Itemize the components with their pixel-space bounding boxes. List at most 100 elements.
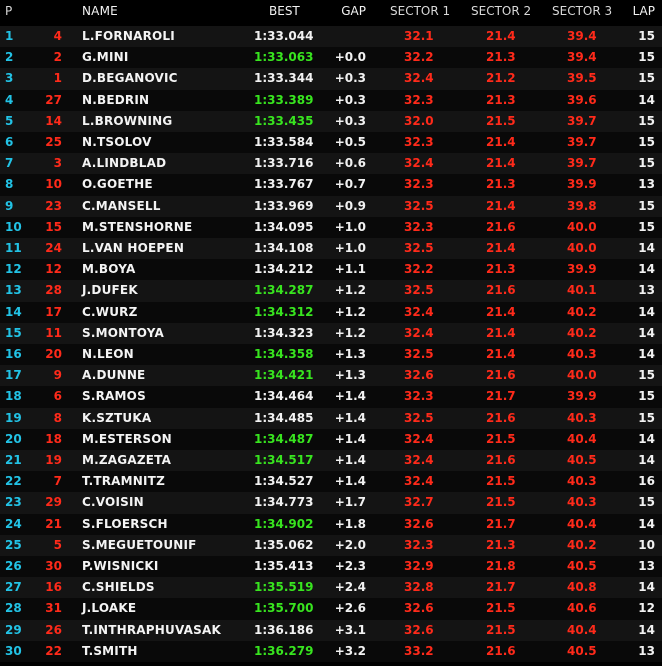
table-row[interactable]: 4 27 N.BEDRIN 1:33.389 +0.3 32.3 21.3 39.6 14 <box>0 89 662 111</box>
sector-1-cell: 32.4 <box>404 156 434 171</box>
sector-2-cell: 21.4 <box>486 347 516 361</box>
sector-2-cell: 21.4 <box>486 304 516 319</box>
sector-3-cell: 40.0 <box>567 241 597 255</box>
car-number-cell: 21 <box>45 516 62 531</box>
sector-1-cell: 32.2 <box>404 50 434 65</box>
table-row[interactable]: 2 2 G.MINI 1:33.063 +0.0 32.2 21.3 39.4 15 <box>0 47 662 69</box>
position-cell: 13 <box>5 283 22 298</box>
car-number-cell: 16 <box>45 580 62 595</box>
table-row[interactable]: 7 3 A.LINDBLAD 1:33.716 +0.6 32.4 21.4 39.7 15 <box>0 153 662 175</box>
position-cell: 9 <box>5 198 14 213</box>
sector-1-cell: 32.3 <box>404 92 434 107</box>
car-number-cell: 12 <box>45 262 62 277</box>
position-cell: 5 <box>5 113 14 128</box>
car-number-cell: 5 <box>53 537 62 552</box>
sector-3-cell: 40.8 <box>567 580 597 595</box>
table-row[interactable]: 14 17 C.WURZ 1:34.312 +1.2 32.4 21.4 40.2 14 <box>0 301 662 323</box>
position-cell: 14 <box>5 304 22 319</box>
driver-name-cell: M.BOYA <box>82 262 136 277</box>
best-lap-cell: 1:34.358 <box>254 347 314 361</box>
position-cell: 8 <box>5 177 14 192</box>
best-lap-cell: 1:34.527 <box>254 474 314 489</box>
car-number-cell: 26 <box>45 622 62 637</box>
table-row[interactable]: 1 4 L.FORNAROLI 1:33.044 32.1 21.4 39.4 15 <box>0 26 662 48</box>
lap-cell: 14 <box>638 92 655 107</box>
position-cell: 7 <box>5 156 14 171</box>
header-gap: GAP <box>341 4 366 18</box>
sector-1-cell: 32.4 <box>404 431 434 446</box>
sector-1-cell: 32.4 <box>404 304 434 319</box>
position-cell: 30 <box>5 643 22 658</box>
table-row[interactable]: 9 23 C.MANSELL 1:33.969 +0.9 32.5 21.4 39.8 15 <box>0 195 662 217</box>
table-row[interactable]: 3 1 D.BEGANOVIC 1:33.344 +0.3 32.4 21.2 39.5 15 <box>0 68 662 90</box>
position-cell: 23 <box>5 495 22 510</box>
lap-cell: 13 <box>638 177 655 192</box>
table-row[interactable]: 22 7 T.TRAMNITZ 1:34.527 +1.4 32.4 21.5 40.3 16 <box>0 471 662 493</box>
table-row[interactable]: 8 10 O.GOETHE 1:33.767 +0.7 32.3 21.3 39.9 13 <box>0 174 662 196</box>
table-row[interactable]: 24 21 S.FLOERSCH 1:34.902 +1.8 32.6 21.7 40.4 14 <box>0 513 662 535</box>
position-cell: 21 <box>5 453 22 467</box>
sector-3-cell: 40.5 <box>567 643 597 658</box>
car-number-cell: 2 <box>53 50 62 65</box>
table-row[interactable]: 15 11 S.MONTOYA 1:34.323 +1.2 32.4 21.4 40.2 14 <box>0 322 662 344</box>
header-sector-3: SECTOR 3 <box>552 4 613 18</box>
table-row[interactable]: 21 19 M.ZAGAZETA 1:34.517 +1.4 32.4 21.6 40.5 14 <box>0 450 662 472</box>
table-row[interactable]: 17 9 A.DUNNE 1:34.421 +1.3 32.6 21.6 40.0 15 <box>0 365 662 387</box>
sector-2-cell: 21.4 <box>486 241 516 255</box>
car-number-cell: 27 <box>45 92 62 107</box>
table-row[interactable]: 29 26 T.INTHRAPHUVASAK 1:36.186 +3.1 32.6 21.5… <box>0 619 662 641</box>
best-lap-cell: 1:33.435 <box>254 113 314 128</box>
driver-name-cell: S.MEGUETOUNIF <box>82 537 197 552</box>
position-cell: 27 <box>5 580 22 595</box>
best-lap-cell: 1:34.287 <box>254 283 314 298</box>
position-cell: 20 <box>5 431 22 446</box>
sector-3-cell: 40.5 <box>567 559 597 573</box>
car-number-cell: 28 <box>45 283 62 298</box>
table-row[interactable]: 25 5 S.MEGUETOUNIF 1:35.062 +2.0 32.3 21.3 40.2… <box>0 534 662 556</box>
table-row[interactable]: 6 25 N.TSOLOV 1:33.584 +0.5 32.3 21.4 39.7 15 <box>0 132 662 154</box>
position-cell: 16 <box>5 347 22 361</box>
gap-cell: +1.7 <box>334 495 366 510</box>
sector-1-cell: 32.5 <box>404 283 434 298</box>
table-row[interactable]: 18 6 S.RAMOS 1:34.464 +1.4 32.3 21.7 39.9 15 <box>0 386 662 408</box>
table-row[interactable]: 28 31 J.LOAKE 1:35.700 +2.6 32.6 21.5 40.6 12 <box>0 598 662 620</box>
sector-2-cell: 21.4 <box>486 198 516 213</box>
driver-name-cell: C.WURZ <box>82 304 138 319</box>
gap-cell: +0.6 <box>334 156 366 171</box>
table-row[interactable]: 11 24 L.VAN HOEPEN 1:34.108 +1.0 32.5 21.4 40.0… <box>0 238 662 260</box>
driver-name-cell: N.TSOLOV <box>82 135 152 149</box>
car-number-cell: 19 <box>45 453 62 467</box>
table-row[interactable]: 23 29 C.VOISIN 1:34.773 +1.7 32.7 21.5 40.3 15 <box>0 492 662 514</box>
lap-cell: 15 <box>638 71 655 86</box>
table-row[interactable]: 26 30 P.WISNICKI 1:35.413 +2.3 32.9 21.8 40.5 13 <box>0 556 662 578</box>
sector-2-cell: 21.2 <box>486 71 516 86</box>
table-row[interactable]: 30 22 T.SMITH 1:36.279 +3.2 33.2 21.6 40.5 13 <box>0 640 662 662</box>
sector-3-cell: 39.4 <box>567 50 597 65</box>
driver-name-cell: T.SMITH <box>82 643 138 658</box>
table-row[interactable]: 20 18 M.ESTERSON 1:34.487 +1.4 32.4 21.5 40.4 14 <box>0 428 662 450</box>
lap-cell: 14 <box>638 325 655 340</box>
sector-3-cell: 40.3 <box>567 495 597 510</box>
driver-name-cell: N.BEDRIN <box>82 92 150 107</box>
sector-3-cell: 40.6 <box>567 601 597 616</box>
sector-2-cell: 21.3 <box>486 92 516 107</box>
sector-3-cell: 39.9 <box>567 262 597 277</box>
table-row[interactable]: 12 12 M.BOYA 1:34.212 +1.1 32.2 21.3 39.9 14 <box>0 259 662 281</box>
table-row[interactable]: 19 8 K.SZTUKA 1:34.485 +1.4 32.5 21.6 40.3 15 <box>0 407 662 429</box>
sector-1-cell: 32.6 <box>404 516 434 531</box>
table-row[interactable]: 5 14 L.BROWNING 1:33.435 +0.3 32.0 21.5 39.7 15 <box>0 110 662 132</box>
car-number-cell: 17 <box>45 304 62 319</box>
table-row[interactable]: 13 28 J.DUFEK 1:34.287 +1.2 32.5 21.6 40.1 13 <box>0 280 662 302</box>
driver-name-cell: M.STENSHORNE <box>82 219 193 234</box>
gap-cell: +0.3 <box>334 113 366 128</box>
gap-cell: +2.4 <box>334 580 366 595</box>
table-row[interactable]: 27 16 C.SHIELDS 1:35.519 +2.4 32.8 21.7 40.8 14 <box>0 577 662 599</box>
lap-cell: 15 <box>638 50 655 65</box>
header-sector-1: SECTOR 1 <box>390 4 451 18</box>
table-row[interactable]: 16 20 N.LEON 1:34.358 +1.3 32.5 21.4 40.3 14 <box>0 344 662 366</box>
lap-cell: 14 <box>638 622 655 637</box>
table-row[interactable]: 10 15 M.STENSHORNE 1:34.095 +1.0 32.3 21.6 40.0… <box>0 216 662 238</box>
gap-cell: +1.1 <box>334 262 366 277</box>
gap-cell: +1.0 <box>334 219 366 234</box>
